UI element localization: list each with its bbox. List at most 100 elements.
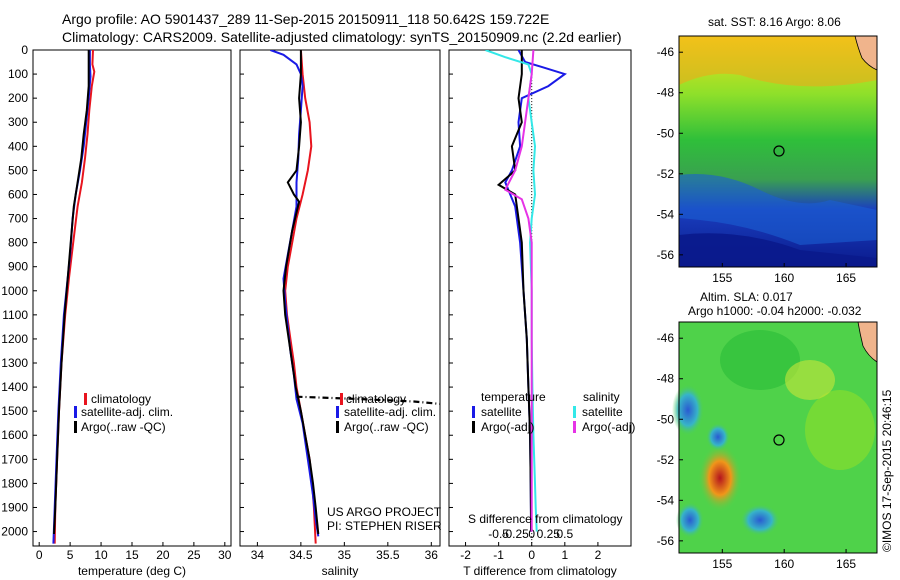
sla-map-frame <box>678 321 878 554</box>
series-line-salinity-satellite <box>485 50 538 532</box>
depth-tick-label: 1600 <box>1 428 28 442</box>
depth-tick-label: 900 <box>8 260 28 274</box>
x-tick-label: 1 <box>561 548 568 562</box>
legend-label-argo: Argo(..raw -QC) <box>81 420 166 434</box>
legend-swatch-sal-argo <box>573 421 576 433</box>
map-y-tick-label: -52 <box>657 453 675 467</box>
map-y-tick-label: -54 <box>657 493 675 507</box>
legend-swatch-satellite <box>336 406 339 418</box>
x-axis-label: temperature (deg C) <box>78 564 186 578</box>
series-line-argo-raw-qc- <box>282 50 320 535</box>
x-axis-label: salinity <box>322 564 359 578</box>
x-tick-label: 15 <box>125 548 139 562</box>
x-tick-label: 36 <box>425 548 439 562</box>
legend-label-climatology: climatology <box>91 392 151 406</box>
x-tick-label: 5 <box>67 548 74 562</box>
x-tick-label: -1 <box>493 548 504 562</box>
legend-swatch-temp-satellite <box>472 406 475 418</box>
depth-tick-label: 800 <box>8 236 28 250</box>
depth-tick-label: 1200 <box>1 332 28 346</box>
land <box>854 35 878 71</box>
map-y-tick-label: -46 <box>657 331 675 345</box>
panel-temperature: 0 5 10 15 20 25 30 temperature (deg C) <box>36 50 232 578</box>
map-x-tick-label: 160 <box>774 271 794 285</box>
depth-tick-label: 100 <box>8 67 28 81</box>
depth-tick-label: 0 <box>21 43 28 57</box>
map-y-tick-label: -46 <box>657 45 675 59</box>
imos-watermark: ©IMOS 17-Sep-2015 20:46:15 <box>880 389 894 552</box>
x-tick-label: 10 <box>94 548 108 562</box>
panel-difference: -2 -1 0 1 2 T difference from climatology -0.5… <box>460 50 617 578</box>
legend-label-sal-satellite: satellite <box>582 405 623 419</box>
legend-label-satellite: satellite-adj. clim. <box>81 405 173 419</box>
x-tick-label: 25 <box>187 548 201 562</box>
plot-title-line2: Climatology: CARS2009. Satellite-adjuste… <box>62 29 622 45</box>
series-line-argo-raw-qc-raw <box>296 395 441 405</box>
sla-map-title-2: Argo h1000: -0.04 h2000: -0.032 <box>688 304 862 318</box>
panel-salinity-frame <box>239 49 441 547</box>
legend-difference: temperature satellite Argo(-adj) salinit… <box>472 390 635 434</box>
map-y-tick-label: -56 <box>657 534 675 548</box>
sla-warm-eddy <box>698 444 742 512</box>
sla-cold-eddy <box>672 384 704 436</box>
legend-swatch-temp-argo <box>472 421 475 433</box>
sst-warm-north <box>679 36 877 87</box>
depth-tick-label: 400 <box>8 139 28 153</box>
depth-tick-label: 2000 <box>1 525 28 539</box>
sla-anomaly-blob <box>720 330 800 390</box>
sst-map: sat. SST: 8.16 Argo: 8.06 155 160 165 -46 -4… <box>657 15 878 285</box>
panel-temperature-frame <box>32 49 232 547</box>
top-tick-label: -0.25 <box>502 527 530 541</box>
sla-cold-eddy <box>740 504 780 536</box>
top-tick-label: 0.5 <box>556 527 573 541</box>
depth-tick-label: 1000 <box>1 284 28 298</box>
x-tick-label: 34.5 <box>289 548 313 562</box>
legend-label-argo: Argo(..raw -QC) <box>344 420 429 434</box>
map-x-tick-label: 165 <box>836 271 856 285</box>
depth-tick-label: 1900 <box>1 500 28 514</box>
project-credit: US ARGO PROJECT <box>327 505 442 519</box>
x-tick-label: -2 <box>460 548 471 562</box>
legend-swatch-satellite <box>74 406 77 418</box>
land <box>857 321 878 363</box>
map-x-tick-label: 165 <box>836 557 856 571</box>
sla-map-axes: 155 160 165 -46 -48 -50 -52 -54 -56 <box>657 331 857 571</box>
legend-label-climatology: climatology <box>346 392 406 406</box>
legend-swatch-climatology <box>340 393 343 405</box>
depth-axis: 0 100 200 300 400 500 600 700 800 900 1000 1100 1200… <box>1 43 453 539</box>
depth-tick-label: 200 <box>8 91 28 105</box>
sst-map-frame <box>678 35 878 268</box>
depth-tick-label: 700 <box>8 212 28 226</box>
s-difference-title: S difference from climatology <box>468 512 623 526</box>
map-y-tick-label: -48 <box>657 372 675 386</box>
depth-tick-label: 1700 <box>1 452 28 466</box>
map-x-tick-label: 160 <box>774 557 794 571</box>
map-y-tick-label: -54 <box>657 207 675 221</box>
map-y-tick-label: -48 <box>657 86 675 100</box>
argo-float-marker <box>773 145 785 157</box>
depth-tick-label: 1400 <box>1 380 28 394</box>
legend-label-sal-argo: Argo(-adj) <box>582 420 635 434</box>
sst-map-title: sat. SST: 8.16 Argo: 8.06 <box>708 15 841 29</box>
series-line-temperature-argo-adj- <box>496 50 533 532</box>
x-tick-label: 34 <box>251 548 265 562</box>
depth-tick-label: 600 <box>8 187 28 201</box>
x-tick-label: 35 <box>338 548 352 562</box>
legend-swatch-argo <box>74 421 77 433</box>
depth-tick-label: 1500 <box>1 404 28 418</box>
depth-tick-label: 1800 <box>1 476 28 490</box>
plot-title-line1: Argo profile: AO 5901437_289 11-Sep-2015… <box>62 11 550 27</box>
sst-south-cold <box>679 233 877 267</box>
top-tick-label: 0.25 <box>537 527 561 541</box>
legend-temperature: climatology satellite-adj. clim. Argo(..… <box>74 392 173 434</box>
panel-difference-frame <box>448 49 632 547</box>
legend-label-temp-argo: Argo(-adj) <box>481 420 534 434</box>
x-tick-label: 20 <box>156 548 170 562</box>
depth-tick-label: 1100 <box>2 308 28 322</box>
x-tick-label: 2 <box>595 548 602 562</box>
legend-label-temp-satellite: satellite <box>481 405 522 419</box>
sla-map-title-1: Altim. SLA: 0.017 <box>700 290 793 304</box>
map-y-tick-label: -52 <box>657 167 675 181</box>
top-tick-label: -0.5 <box>488 527 509 541</box>
